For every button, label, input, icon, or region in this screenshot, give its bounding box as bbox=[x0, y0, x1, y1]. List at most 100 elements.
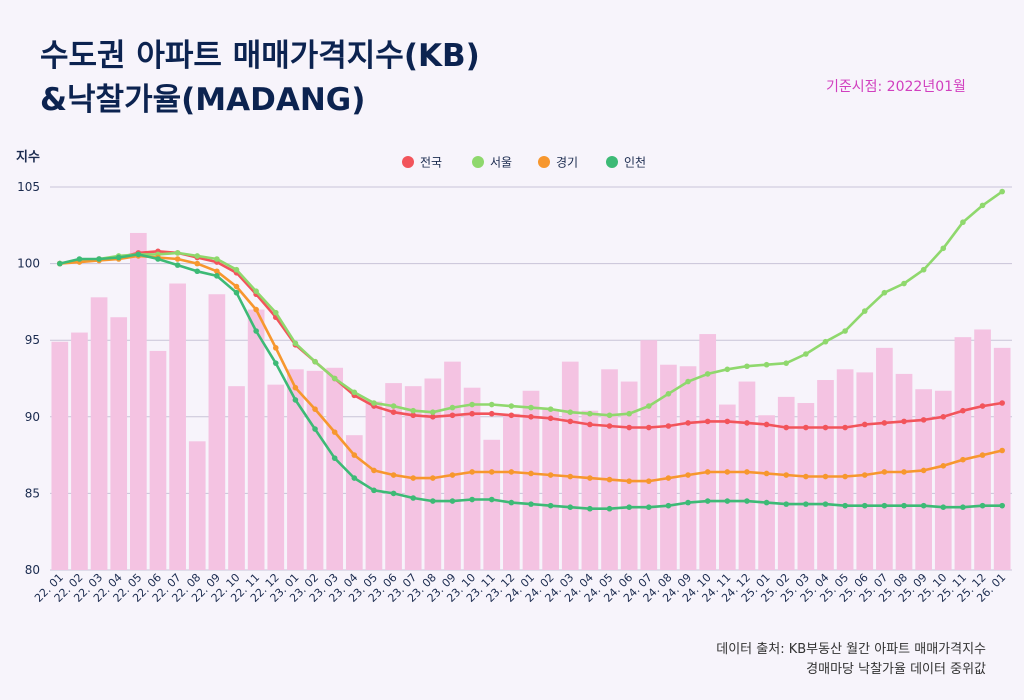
bar bbox=[620, 381, 638, 570]
data-point bbox=[901, 418, 907, 425]
data-point bbox=[272, 345, 279, 351]
data-point bbox=[449, 472, 456, 478]
data-point bbox=[174, 262, 181, 268]
data-point bbox=[861, 421, 868, 428]
bar bbox=[934, 390, 952, 570]
bar bbox=[954, 337, 972, 570]
data-point bbox=[724, 418, 731, 425]
data-point bbox=[390, 490, 397, 497]
data-point bbox=[351, 475, 358, 481]
bar bbox=[463, 387, 481, 570]
data-point bbox=[940, 414, 947, 420]
data-point bbox=[410, 475, 417, 481]
data-point bbox=[567, 409, 574, 416]
legend-label: 경기 bbox=[556, 156, 578, 170]
data-point bbox=[371, 467, 377, 474]
bar bbox=[640, 340, 658, 570]
data-point bbox=[704, 469, 711, 475]
data-point bbox=[704, 371, 711, 377]
data-point bbox=[606, 505, 613, 512]
bar bbox=[797, 403, 815, 570]
data-point bbox=[606, 412, 613, 419]
data-point bbox=[331, 455, 338, 461]
data-point bbox=[508, 412, 515, 419]
data-point bbox=[567, 504, 574, 510]
data-point bbox=[842, 424, 848, 431]
data-point bbox=[881, 469, 888, 475]
data-point bbox=[430, 498, 436, 504]
data-point bbox=[665, 423, 672, 429]
data-point bbox=[626, 478, 632, 484]
data-point bbox=[292, 384, 299, 391]
data-point bbox=[940, 463, 947, 469]
data-point bbox=[979, 202, 986, 209]
data-point bbox=[901, 469, 907, 475]
data-point bbox=[567, 418, 574, 425]
data-point bbox=[626, 504, 632, 510]
data-point bbox=[960, 456, 966, 463]
bar bbox=[777, 396, 795, 570]
bar-layer bbox=[51, 232, 1011, 570]
y-axis-title: 지수 bbox=[16, 150, 40, 165]
data-point bbox=[547, 406, 554, 412]
data-point bbox=[469, 410, 475, 417]
bar bbox=[365, 401, 383, 570]
y-tick-label: 90 bbox=[25, 410, 40, 424]
data-point bbox=[469, 496, 475, 503]
data-point bbox=[960, 504, 966, 510]
data-point bbox=[901, 280, 907, 287]
data-point bbox=[999, 188, 1005, 195]
bar bbox=[169, 283, 186, 570]
data-point bbox=[783, 472, 790, 478]
bar bbox=[758, 415, 775, 570]
bar bbox=[542, 409, 559, 570]
bar bbox=[503, 413, 520, 570]
data-point bbox=[685, 420, 691, 426]
legend-label: 서울 bbox=[490, 156, 512, 170]
bar bbox=[876, 347, 893, 570]
data-point bbox=[292, 397, 299, 403]
data-point bbox=[842, 502, 848, 509]
data-point bbox=[861, 472, 868, 478]
data-point bbox=[312, 426, 318, 432]
data-point bbox=[410, 412, 417, 419]
data-point bbox=[724, 366, 731, 373]
data-point bbox=[822, 501, 829, 507]
data-point bbox=[312, 406, 318, 412]
data-point bbox=[351, 389, 358, 396]
data-point bbox=[430, 475, 436, 481]
data-point bbox=[665, 502, 672, 509]
data-point bbox=[488, 401, 495, 408]
data-point bbox=[214, 256, 220, 262]
data-point bbox=[135, 251, 142, 258]
data-point bbox=[96, 256, 102, 262]
data-source: 데이터 출처: KB부동산 월간 아파트 매매가격지수 경매마당 낙찰가율 데이… bbox=[716, 640, 986, 680]
bar bbox=[738, 381, 756, 570]
data-point bbox=[665, 391, 672, 397]
bar bbox=[993, 347, 1011, 570]
data-point bbox=[783, 360, 790, 366]
data-point bbox=[587, 505, 593, 512]
bar bbox=[130, 232, 147, 570]
data-point bbox=[960, 219, 966, 226]
data-point bbox=[508, 469, 515, 475]
data-point bbox=[449, 498, 456, 504]
data-source-line2: 경매마당 낙찰가율 데이터 중위값 bbox=[806, 662, 986, 677]
data-point bbox=[528, 501, 534, 507]
bar bbox=[856, 372, 874, 570]
data-point bbox=[488, 410, 495, 417]
data-point bbox=[390, 472, 397, 478]
bar bbox=[110, 317, 128, 570]
data-point bbox=[331, 429, 338, 435]
data-point bbox=[645, 424, 652, 431]
data-point bbox=[999, 502, 1005, 509]
data-point bbox=[547, 472, 554, 478]
bar bbox=[679, 366, 697, 570]
data-point bbox=[861, 308, 868, 314]
data-point bbox=[331, 375, 338, 382]
data-point bbox=[744, 363, 750, 370]
legend-marker bbox=[472, 156, 484, 168]
data-point bbox=[940, 504, 947, 510]
data-point bbox=[979, 452, 986, 458]
